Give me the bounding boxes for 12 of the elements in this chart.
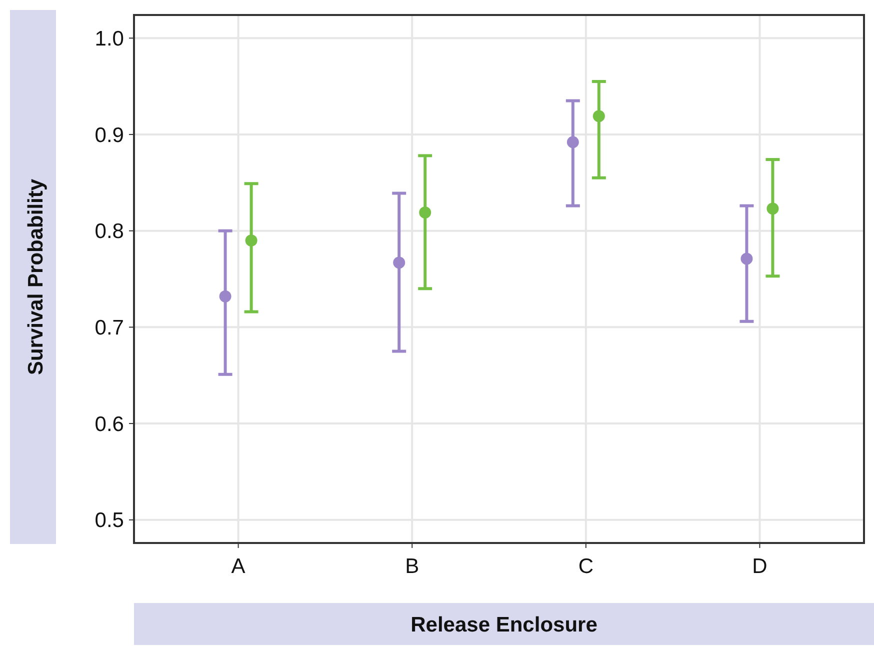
y-tick-label: 0.8	[94, 220, 124, 244]
x-tick-label: D	[752, 555, 768, 578]
y-tick-label: 1.0	[94, 27, 124, 50]
x-axis-title: Release Enclosure	[410, 613, 598, 636]
y-axis-title: Survival Probability	[24, 178, 48, 376]
x-tick-label: B	[405, 555, 420, 578]
x-tick-label: A	[231, 555, 246, 578]
x-tick-label: C	[578, 555, 594, 578]
y-tick-label: 0.7	[94, 316, 124, 340]
y-tick-label: 0.5	[94, 509, 124, 532]
y-tick-label: 0.6	[94, 412, 124, 436]
y-tick-label: 0.9	[94, 124, 124, 147]
